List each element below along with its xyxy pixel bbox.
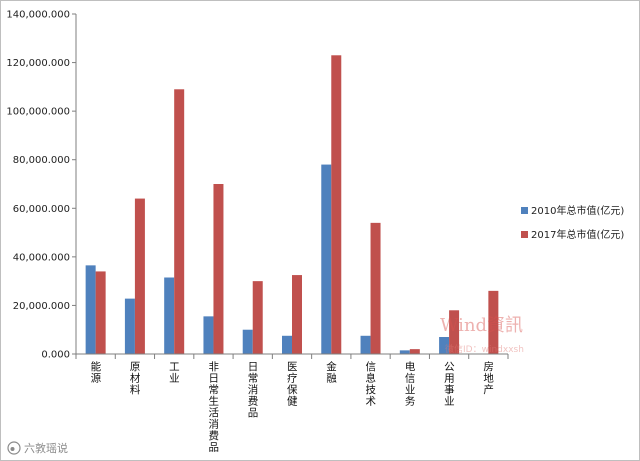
bars	[85, 55, 499, 355]
y-tick-label: 40,000.000	[13, 252, 70, 263]
x-category-label: 非日常生活消费品	[208, 361, 219, 454]
y-tick-label: 100,000.000	[6, 107, 70, 118]
y-tick-label: 0.000	[41, 350, 70, 361]
y-tick-label: 80,000.000	[13, 155, 70, 166]
corner-mark: 六敦瑶说	[7, 441, 68, 455]
bar-2017	[252, 281, 263, 354]
x-axis: 能源 原材料 工业 非日常生活消费品 日常消费品 医疗保健 金融 信息技术 电信业务 公用事业 房地…	[75, 353, 509, 454]
x-category-label: 电信业务	[405, 360, 416, 408]
watermark-brand: Wind資訊	[440, 315, 523, 336]
bar-2017	[331, 55, 342, 355]
x-category-label: 工业	[169, 361, 180, 385]
x-category-label: 房地产	[483, 360, 494, 396]
x-category-label: 原材料	[130, 361, 141, 396]
x-category-label: 能源	[91, 360, 102, 385]
bar-2017	[488, 290, 499, 354]
legend-swatch	[521, 231, 528, 238]
watermark-sub: 微信ID：windxxsh	[445, 343, 524, 355]
bar-2017	[292, 275, 302, 354]
bar-2010	[360, 335, 371, 354]
bar-2010	[203, 316, 214, 354]
x-category-label: 日常消费品	[248, 361, 259, 419]
weibo-logo-dot-icon	[10, 447, 15, 451]
bar-2010	[399, 350, 410, 354]
x-category-label: 公用事业	[444, 361, 455, 408]
bar-2017	[409, 349, 420, 354]
bar-2017	[370, 222, 381, 354]
y-tick-label: 120,000.000	[6, 58, 70, 69]
bar-2010	[282, 335, 292, 354]
legend-label: 2010年总市值(亿元)	[531, 204, 624, 217]
y-tick-label: 20,000.000	[13, 301, 70, 312]
bar-2017	[449, 310, 460, 354]
bar-2017	[95, 271, 106, 354]
x-category-label: 金融	[326, 360, 337, 385]
bar-2010	[439, 337, 450, 354]
x-category-label: 信息技术	[366, 361, 377, 408]
bar-2017	[134, 198, 145, 354]
wind-watermark: Wind資訊 微信ID：windxxsh	[440, 315, 524, 355]
weibo-logo-icon	[7, 441, 21, 455]
corner-mark-text: 六敦瑶说	[24, 441, 68, 455]
legend: 2010年总市值(亿元) 2017年总市值(亿元)	[521, 204, 624, 241]
x-category-label: 医疗保健	[287, 361, 298, 408]
bar-2017	[213, 184, 224, 354]
bar-2010	[164, 277, 175, 354]
legend-label: 2017年总市值(亿元)	[531, 228, 624, 241]
bar-2010	[321, 164, 332, 354]
y-tick-label: 60,000.000	[13, 204, 70, 215]
y-tick-label: 140,000.000	[6, 10, 70, 21]
bar-2017	[174, 89, 185, 355]
legend-swatch	[521, 207, 528, 214]
bar-2010	[85, 265, 96, 354]
y-axis: 0.000 20,000.000 40,000.000 60,000.000 80,00…	[6, 10, 77, 361]
bar-2010	[124, 298, 135, 354]
bar-2010	[242, 329, 253, 354]
